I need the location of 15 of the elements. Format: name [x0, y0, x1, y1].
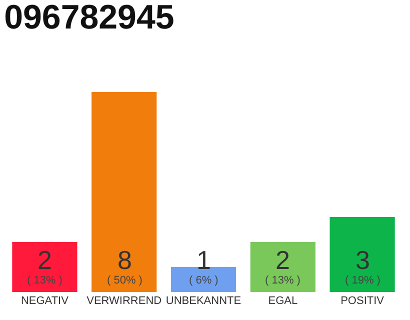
data-label: 2 ( 13% )	[265, 245, 300, 286]
bar	[170, 267, 236, 292]
x-tick-label: NEGATIV	[20, 295, 70, 307]
bar	[92, 92, 157, 292]
data-label: 2 ( 13% )	[27, 245, 62, 286]
x-tick-label: POSITIV	[340, 295, 385, 307]
chart-title: 096782945	[4, 0, 174, 37]
bar	[12, 242, 78, 292]
x-tick-label: UNBEKANNTE	[166, 295, 242, 307]
data-label: 8 ( 50% )	[107, 245, 142, 286]
bar	[330, 217, 395, 292]
data-label: 3 ( 19% )	[345, 245, 380, 286]
x-tick-label: VERWIRREND	[86, 295, 162, 307]
x-tick-label: EGAL	[268, 295, 298, 307]
bar	[250, 242, 316, 292]
